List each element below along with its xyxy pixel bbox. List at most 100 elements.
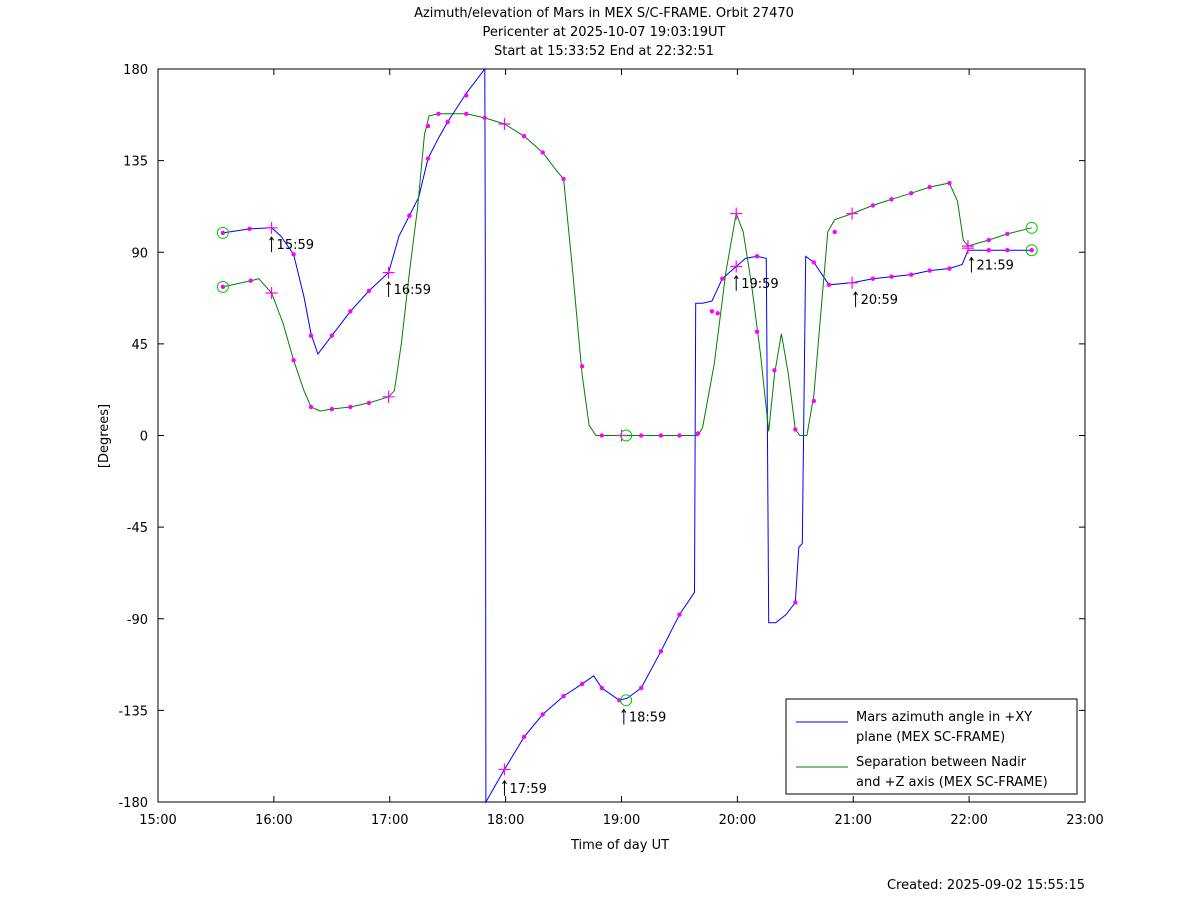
data-point-marker — [308, 333, 314, 338]
data-point-marker — [291, 357, 296, 363]
data-point-marker — [425, 123, 431, 129]
data-point-marker — [561, 176, 566, 182]
azimuth-series-line — [222, 67, 1032, 804]
data-point-marker — [832, 229, 837, 235]
data-point-marker — [1029, 248, 1034, 253]
time-annotation-label: 18:59 — [629, 711, 666, 726]
data-point-marker — [561, 693, 566, 699]
data-point-marker — [908, 191, 914, 196]
data-point-marker — [986, 248, 992, 253]
time-annotation-label: 20:59 — [861, 293, 898, 308]
hour-cross-marker — [615, 429, 628, 442]
data-point-marker — [425, 156, 431, 161]
time-annotation-arrowhead — [621, 708, 627, 713]
y-tick-label: 180 — [123, 63, 148, 78]
data-point-marker — [366, 288, 372, 294]
legend-label-separation-line-2: and +Z axis (MEX SC-FRAME) — [856, 775, 1048, 790]
hour-cross-marker — [961, 240, 974, 253]
hour-cross-marker — [498, 763, 511, 776]
y-axis-label: [Degrees] — [97, 404, 112, 468]
legend: Mars azimuth angle in +XY plane (MEX SC-… — [785, 698, 1078, 795]
legend-label-azimuth-line-1: Mars azimuth angle in +XY — [856, 710, 1032, 725]
y-tick-label: -135 — [118, 704, 148, 719]
data-point-marker — [540, 712, 545, 717]
data-point-marker — [248, 278, 253, 283]
y-tick-label: -45 — [127, 521, 148, 536]
time-annotation-arrowhead — [386, 281, 392, 286]
data-point-marker — [348, 309, 353, 314]
data-point-marker — [348, 404, 353, 410]
data-point-marker — [599, 685, 605, 691]
data-point-marker — [638, 433, 644, 438]
time-annotation-label: 16:59 — [394, 283, 431, 298]
data-point-marker — [986, 237, 992, 243]
x-tick-label: 23:00 — [1066, 813, 1103, 828]
time-annotation-label: 19:59 — [741, 277, 778, 292]
data-point-marker — [677, 612, 682, 617]
start-end-circle-marker — [216, 226, 229, 239]
data-point-marker — [947, 180, 952, 186]
data-point-marker — [695, 431, 701, 436]
time-annotations: 15:59 16:59 17:59 18:59 19:59 20:59 21:59 — [269, 236, 1014, 797]
time-annotation-arrowhead — [269, 236, 274, 241]
legend-label-separation-line-1: Separation between Nadir — [856, 755, 1027, 770]
data-point-marker — [638, 685, 644, 691]
time-annotation-arrowhead — [733, 274, 739, 280]
start-end-circle-marker — [216, 280, 229, 293]
data-point-marker — [658, 433, 664, 438]
title-line-3: Start at 15:33:52 End at 22:32:51 — [494, 44, 714, 59]
data-point-marker — [247, 226, 252, 232]
start-end-circle-marker — [1025, 244, 1038, 257]
legend-label-azimuth-line-2: plane (MEX SC-FRAME) — [856, 730, 1005, 745]
data-point-marker — [407, 213, 412, 218]
y-tick-label: 135 — [123, 155, 148, 170]
x-tick-label: 21:00 — [835, 813, 872, 828]
time-annotation-arrowhead — [853, 291, 858, 296]
time-annotation-label: 17:59 — [509, 782, 546, 797]
data-point-marker — [220, 230, 226, 236]
hour-cross-marker — [382, 390, 395, 403]
hour-cross-marker — [730, 207, 743, 220]
title-line-2: Pericenter at 2025-10-07 19:03:19UT — [482, 25, 725, 40]
y-tick-label: 90 — [131, 246, 148, 261]
start-end-circle-marker — [620, 694, 633, 707]
data-point-marker — [366, 400, 372, 406]
y-tick-label: 0 — [140, 430, 148, 445]
data-point-marker — [947, 266, 952, 271]
data-point-marker — [521, 133, 527, 139]
x-tick-label: 20:00 — [719, 813, 756, 828]
data-point-marker — [793, 427, 798, 432]
data-point-marker — [754, 329, 760, 334]
data-point-marker — [464, 93, 469, 98]
data-point-marker — [772, 368, 777, 373]
data-point-marker — [889, 274, 894, 279]
time-annotation-arrowhead — [502, 779, 507, 785]
axis-ticks: 15:00 16:00 17:00 18:00 19:00 20:00 21:00 22:00… — [118, 63, 1103, 828]
hour-cross-marker — [265, 221, 278, 234]
data-point-marker — [329, 333, 335, 338]
data-point-marker — [308, 404, 314, 410]
data-point-marker — [658, 649, 664, 654]
data-point-marker — [826, 282, 832, 288]
data-point-marker — [291, 252, 296, 257]
data-point-marker — [540, 150, 545, 155]
data-point-marker — [709, 309, 715, 314]
data-point-marker — [220, 284, 226, 290]
hour-cross-marker — [846, 276, 859, 289]
time-annotation-arrowhead — [969, 256, 974, 261]
data-point-marker — [599, 433, 605, 438]
x-tick-label: 17:00 — [371, 813, 408, 828]
data-point-marker — [715, 311, 720, 316]
data-point-marker — [464, 111, 469, 116]
series-layer — [216, 67, 1038, 804]
hour-cross-marker — [498, 117, 511, 130]
data-point-marker — [754, 254, 760, 259]
x-tick-label: 18:00 — [487, 813, 524, 828]
data-point-marker — [908, 272, 914, 277]
data-point-marker — [811, 398, 817, 404]
x-tick-label: 22:00 — [950, 813, 987, 828]
x-tick-label: 15:00 — [139, 813, 176, 828]
created-timestamp: Created: 2025-09-02 15:55:15 — [887, 878, 1085, 893]
